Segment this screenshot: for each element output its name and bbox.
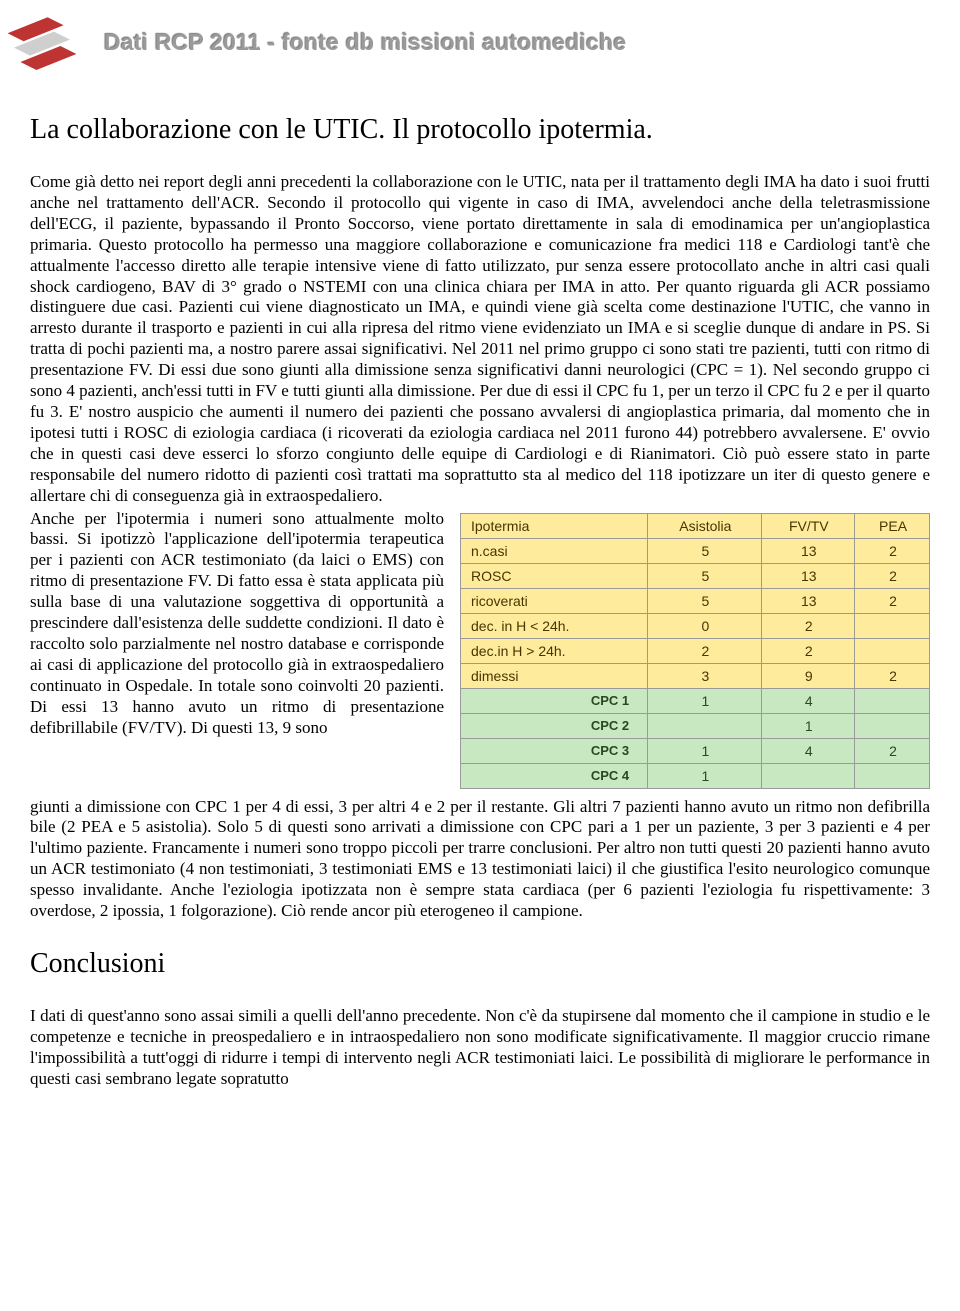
- table-row: CPC 1 1 4: [461, 688, 930, 713]
- cell: 9: [761, 663, 855, 688]
- row-label: CPC 1: [461, 688, 648, 713]
- row-label: dec. in H < 24h.: [461, 613, 648, 638]
- cell: 13: [761, 588, 855, 613]
- cell: 3: [648, 663, 761, 688]
- row-label: dimessi: [461, 663, 648, 688]
- col-pea: PEA: [855, 513, 930, 538]
- table-row: CPC 2 1: [461, 713, 930, 738]
- cell: 5: [648, 588, 761, 613]
- cell: [761, 763, 855, 788]
- section1-after-paragraph: giunti a dimissione con CPC 1 per 4 di e…: [30, 797, 930, 922]
- page-content: La collaborazione con le UTIC. Il protoc…: [0, 114, 960, 1090]
- table-header-row: Ipotermia Asistolia FV/TV PEA: [461, 513, 930, 538]
- cell: [855, 713, 930, 738]
- section2-paragraph: I dati di quest'anno sono assai simili a…: [30, 1006, 930, 1090]
- section2-heading: Conclusioni: [30, 948, 930, 980]
- cell: 5: [648, 538, 761, 563]
- section1-paragraph: Come già detto nei report degli anni pre…: [30, 172, 930, 507]
- ipotermia-table-wrap: Ipotermia Asistolia FV/TV PEA n.casi 5 1…: [460, 513, 930, 789]
- cell: [855, 763, 930, 788]
- col-fvtv: FV/TV: [761, 513, 855, 538]
- cell: 1: [761, 713, 855, 738]
- logo-icon: [6, 14, 86, 70]
- table-row: dimessi 3 9 2: [461, 663, 930, 688]
- cell: 2: [761, 613, 855, 638]
- cell: [855, 688, 930, 713]
- cell: 2: [855, 663, 930, 688]
- ipotermia-table: Ipotermia Asistolia FV/TV PEA n.casi 5 1…: [460, 513, 930, 789]
- table-row: CPC 3 1 4 2: [461, 738, 930, 763]
- cell: 2: [855, 563, 930, 588]
- table-row: dec. in H < 24h. 0 2: [461, 613, 930, 638]
- cell: 5: [648, 563, 761, 588]
- table-row: dec.in H > 24h. 2 2: [461, 638, 930, 663]
- page-header: Dati RCP 2011 - fonte db missioni autome…: [0, 0, 960, 100]
- row-label: CPC 4: [461, 763, 648, 788]
- cell: 0: [648, 613, 761, 638]
- cell: 1: [648, 738, 761, 763]
- col-asistolia: Asistolia: [648, 513, 761, 538]
- cell: 2: [855, 738, 930, 763]
- section1-heading: La collaborazione con le UTIC. Il protoc…: [30, 114, 930, 146]
- row-label: CPC 2: [461, 713, 648, 738]
- cell: [855, 613, 930, 638]
- cell: [855, 638, 930, 663]
- row-label: ROSC: [461, 563, 648, 588]
- ipotermia-block: Ipotermia Asistolia FV/TV PEA n.casi 5 1…: [30, 509, 930, 797]
- cell: [648, 713, 761, 738]
- row-label: n.casi: [461, 538, 648, 563]
- col-ipotermia: Ipotermia: [461, 513, 648, 538]
- row-label: dec.in H > 24h.: [461, 638, 648, 663]
- table-row: ricoverati 5 13 2: [461, 588, 930, 613]
- cell: 4: [761, 738, 855, 763]
- cell: 4: [761, 688, 855, 713]
- cell: 2: [855, 538, 930, 563]
- cell: 1: [648, 763, 761, 788]
- cell: 1: [648, 688, 761, 713]
- header-title: Dati RCP 2011 - fonte db missioni autome…: [104, 29, 626, 56]
- cell: 13: [761, 538, 855, 563]
- row-label: CPC 3: [461, 738, 648, 763]
- table-row: ROSC 5 13 2: [461, 563, 930, 588]
- row-label: ricoverati: [461, 588, 648, 613]
- table-row: CPC 4 1: [461, 763, 930, 788]
- cell: 2: [648, 638, 761, 663]
- table-row: n.casi 5 13 2: [461, 538, 930, 563]
- cell: 13: [761, 563, 855, 588]
- cell: 2: [855, 588, 930, 613]
- cell: 2: [761, 638, 855, 663]
